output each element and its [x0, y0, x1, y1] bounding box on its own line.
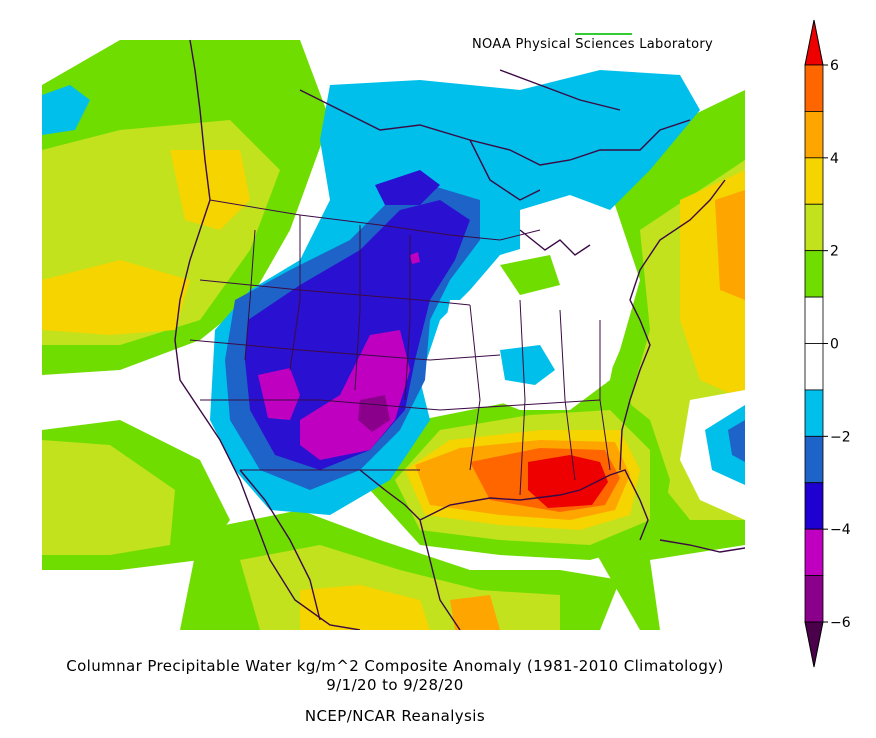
atlantic-orange-region — [715, 190, 745, 300]
mexico-yellow-region — [300, 585, 430, 630]
colorbar-segment — [804, 482, 824, 530]
ohio-cyan-blob — [500, 345, 555, 385]
coastlines — [174, 39, 745, 630]
figure-title: Columnar Precipitable Water kg/m^2 Compo… — [66, 657, 724, 675]
plains-magenta-region — [300, 330, 410, 460]
colorbar-tick-label: 4 — [830, 151, 839, 167]
colorbar-tick-label: −4 — [830, 522, 851, 538]
colorbar-segment — [804, 528, 824, 576]
pacific-cyan-blob — [42, 85, 90, 135]
colorbar-segment — [804, 64, 824, 112]
canada-indigo-blob — [375, 170, 440, 205]
greatlakes-green-patch — [500, 255, 560, 295]
colorbar-segment — [804, 296, 824, 344]
atlantic-cyan-blob — [705, 405, 745, 485]
colorbar: 6 4 2 0 −2 −4 −6 — [804, 19, 851, 668]
atlantic-blue-blob — [728, 420, 745, 462]
borders — [189, 199, 611, 496]
credit-underline — [575, 33, 632, 35]
colorbar-tick-label: 0 — [830, 337, 839, 353]
colorbar-segment — [804, 435, 824, 484]
atlantic-white-corner — [650, 545, 745, 630]
colorbar-segment — [804, 575, 824, 623]
gulf-red-region — [528, 455, 608, 508]
data-source: NCEP/NCAR Reanalysis — [304, 707, 486, 725]
colorbar-segment — [804, 111, 824, 159]
colorbar-over-arrow — [804, 19, 824, 66]
southwest-magenta-region — [258, 368, 300, 420]
southwest-yellowgreen-region — [42, 440, 175, 555]
colorbar-tick-label: −6 — [830, 615, 851, 631]
colorbar-segment — [804, 203, 824, 252]
colorbar-segment — [804, 250, 824, 298]
credit-label: NOAA Physical Sciences Laboratory — [472, 37, 714, 52]
colorbar-segment — [804, 157, 824, 205]
pacific-yellow-region — [170, 150, 250, 230]
colorbar-tick-label: 6 — [830, 58, 839, 74]
anomaly-field — [42, 35, 745, 630]
dakota-magenta-dot — [410, 252, 420, 264]
date-range: 9/1/20 to 9/28/20 — [326, 676, 464, 694]
central-indigo-region — [245, 200, 470, 470]
colorbar-tick-label: 2 — [830, 244, 839, 260]
colorbar-tick-label: −2 — [830, 429, 851, 445]
mexico-orange-region — [450, 595, 500, 630]
colorbar-segment — [804, 343, 824, 391]
colorbar-segment — [804, 389, 824, 437]
pacific-yellow-coast — [42, 260, 190, 335]
colorbar-under-arrow — [804, 621, 824, 668]
